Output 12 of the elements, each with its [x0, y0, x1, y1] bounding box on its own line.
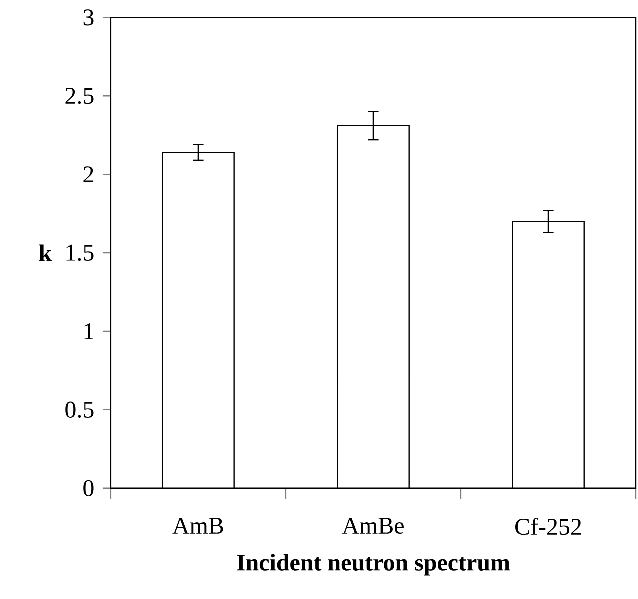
y-tick-label: 1	[84, 323, 94, 340]
x-tick-label: AmBe	[342, 518, 404, 534]
x-tick-label: Cf-252	[515, 518, 582, 535]
x-axis-title: Incident neutron spectrum	[237, 554, 510, 576]
y-tick-label: 2.5	[66, 88, 94, 104]
y-tick-label: 0	[84, 480, 94, 496]
x-tick-label: AmB	[172, 518, 224, 534]
y-tick-label: 3	[84, 9, 94, 26]
y-tick-label: 0.5	[66, 402, 94, 418]
y-tick-label: 1.5	[66, 244, 94, 261]
y-tick-label: 2	[84, 166, 94, 182]
y-axis-title: k	[39, 244, 52, 262]
